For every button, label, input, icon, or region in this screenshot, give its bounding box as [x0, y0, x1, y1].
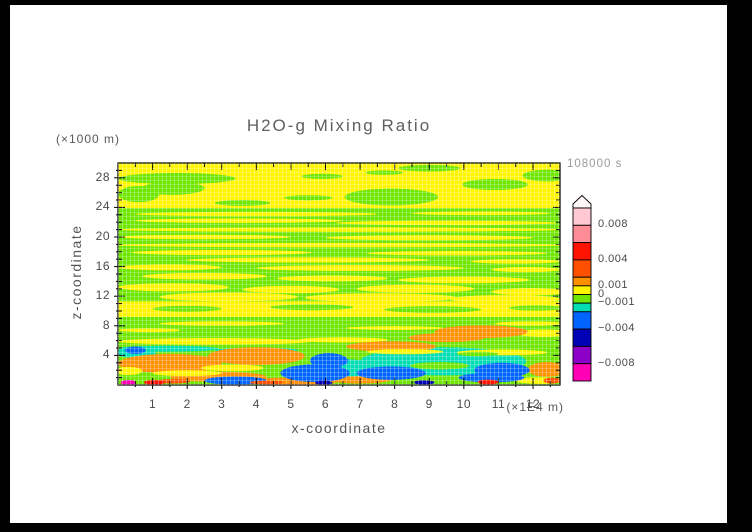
- colorbar-segment: [572, 345, 592, 365]
- colorbar-label: 0.001: [598, 278, 629, 291]
- colorbar-segment: [572, 328, 592, 347]
- colorbar-segment: [572, 224, 592, 244]
- x-axis-unit-label: (×1E4 m): [506, 400, 564, 414]
- y-axis-unit-label: (×1000 m): [56, 132, 121, 146]
- x-tick-label: 12: [525, 397, 541, 411]
- x-tick-label: 7: [356, 397, 364, 411]
- colorbar-overflow-arrow: [572, 194, 592, 209]
- colorbar-label: −0.008: [598, 356, 635, 369]
- y-tick-label: 24: [95, 199, 110, 214]
- colorbar-label: 0.004: [598, 252, 629, 265]
- x-tick-label: 6: [321, 397, 330, 411]
- colorbar-label: 0: [598, 287, 605, 300]
- colorbar-label: −0.001: [598, 296, 635, 309]
- x-tick-label: 9: [425, 397, 433, 411]
- colorbar-segment: [572, 276, 592, 287]
- y-tick-label: 8: [102, 317, 110, 332]
- plot-page: H2O-g Mixing Ratio (×1000 m) 108000 s z-…: [10, 5, 727, 523]
- x-tick-label: 3: [218, 397, 226, 411]
- colorbar: [570, 194, 596, 392]
- timestamp-label: 108000 s: [567, 158, 623, 170]
- contour-plot-svg: [114, 162, 561, 389]
- x-tick-label: 10: [456, 397, 472, 411]
- colorbar-segment: [572, 285, 592, 295]
- y-tick-label: 16: [95, 258, 110, 273]
- plot-area: [110, 155, 568, 393]
- x-tick-label: 11: [491, 397, 506, 411]
- colorbar-segment: [572, 207, 592, 226]
- x-tick-label: 4: [252, 397, 260, 411]
- tick-marks: [114, 163, 560, 389]
- x-axis-title: x-coordinate: [291, 420, 387, 436]
- y-tick-label: 12: [95, 288, 110, 303]
- y-tick-label: 28: [95, 169, 110, 184]
- colorbar-segment: [572, 302, 592, 313]
- colorbar-segment: [572, 242, 592, 261]
- colorbar-label: −0.004: [598, 322, 635, 335]
- colorbar-segment: [572, 294, 592, 304]
- colorbar-segment: [572, 311, 592, 330]
- x-tick-label: 5: [287, 397, 295, 411]
- y-tick-label: 20: [95, 229, 110, 243]
- colorbar-segment: [572, 363, 592, 382]
- x-tick-label: 8: [391, 397, 399, 411]
- colorbar-label: 0.008: [598, 218, 629, 231]
- y-tick-label: 4: [102, 347, 110, 362]
- colorbar-segment: [572, 259, 592, 278]
- page-title: H2O-g Mixing Ratio: [246, 116, 432, 135]
- contour-field: [118, 163, 560, 385]
- colorbar-svg: [572, 194, 592, 382]
- x-tick-label: 1: [148, 397, 157, 411]
- x-tick-label: 2: [183, 397, 191, 411]
